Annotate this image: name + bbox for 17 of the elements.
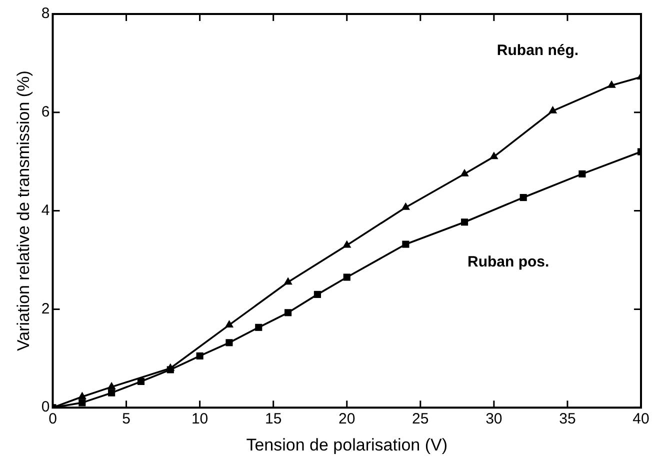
x-tick-label: 40 — [632, 410, 650, 428]
y-axis-title: Variation relative de transmission (%) — [14, 70, 33, 351]
x-tick-label: 20 — [338, 410, 356, 428]
x-tick-label: 35 — [559, 410, 576, 428]
series-label: Ruban pos. — [468, 254, 550, 271]
y-tick-label: 4 — [41, 202, 50, 219]
y-tick-label: 6 — [41, 104, 50, 121]
y-tick-label: 2 — [41, 300, 50, 318]
x-tick-label: 30 — [486, 410, 502, 428]
y-tick-label: 0 — [41, 398, 50, 416]
x-tick-label: 15 — [264, 410, 282, 428]
x-tick-label: 25 — [412, 410, 429, 428]
x-tick-label: 10 — [191, 410, 208, 428]
x-tick-label: 5 — [122, 410, 130, 428]
y-tick-label: 8 — [41, 5, 50, 22]
text: Ruban nég. — [496, 42, 579, 60]
x-axis-title: Tension de polarisation (V) — [246, 435, 448, 454]
